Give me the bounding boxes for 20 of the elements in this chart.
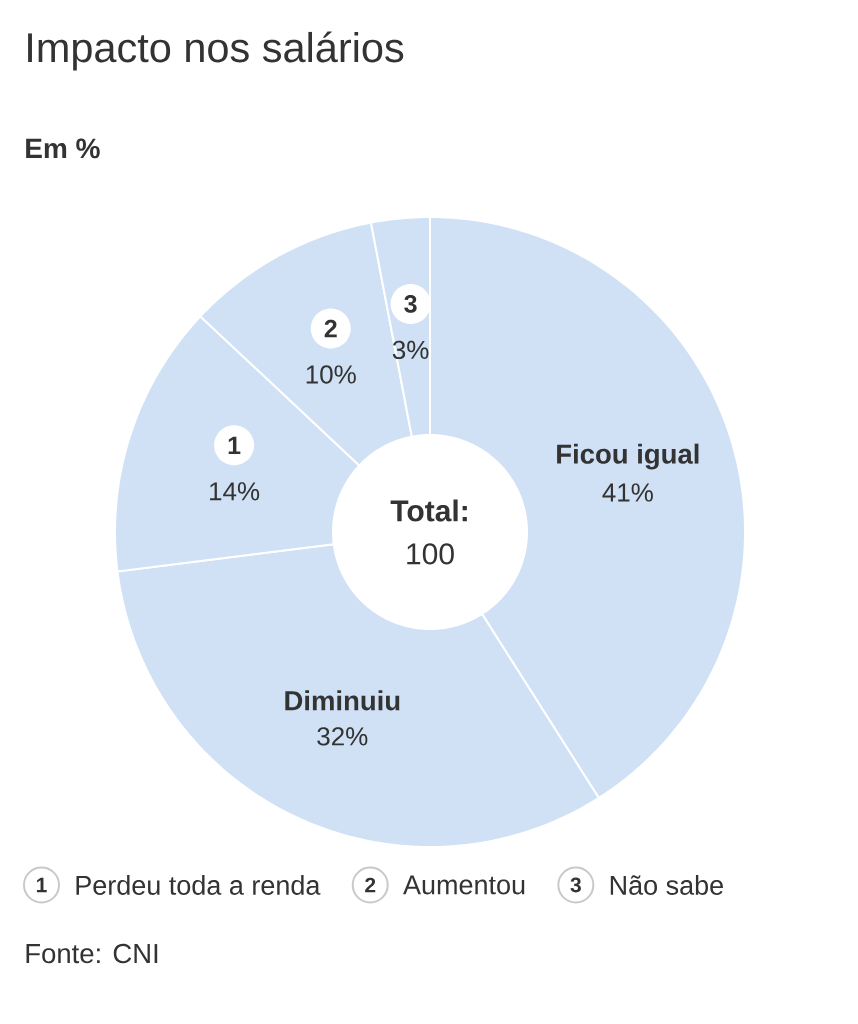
- category-label: 3: [570, 877, 581, 893]
- data-label: 3%: [392, 340, 429, 360]
- source-note: Fonte: CNI: [26, 943, 158, 964]
- data-label: 32%: [317, 727, 368, 746]
- chart-title: Impacto nos salários: [28, 31, 404, 71]
- data-label: 10%: [306, 365, 356, 384]
- slice-label: 2: [324, 319, 337, 338]
- text: Aumentou: [403, 875, 525, 895]
- slice-label: 1: [228, 436, 241, 454]
- slice-label: Diminuiu: [285, 690, 400, 711]
- text: Não sabe: [610, 875, 723, 895]
- data-label: 41%: [602, 483, 653, 502]
- text: Perdeu toda a renda: [76, 875, 321, 895]
- text: Total: 100: [390, 499, 467, 565]
- data-label: 14%: [210, 482, 260, 501]
- slice-label: Ficou igual: [557, 443, 699, 470]
- slice-label: 3: [404, 295, 417, 313]
- category-label: 1: [36, 877, 47, 893]
- category-label: 2: [365, 877, 376, 893]
- chart-subtitle: Em %: [26, 138, 100, 159]
